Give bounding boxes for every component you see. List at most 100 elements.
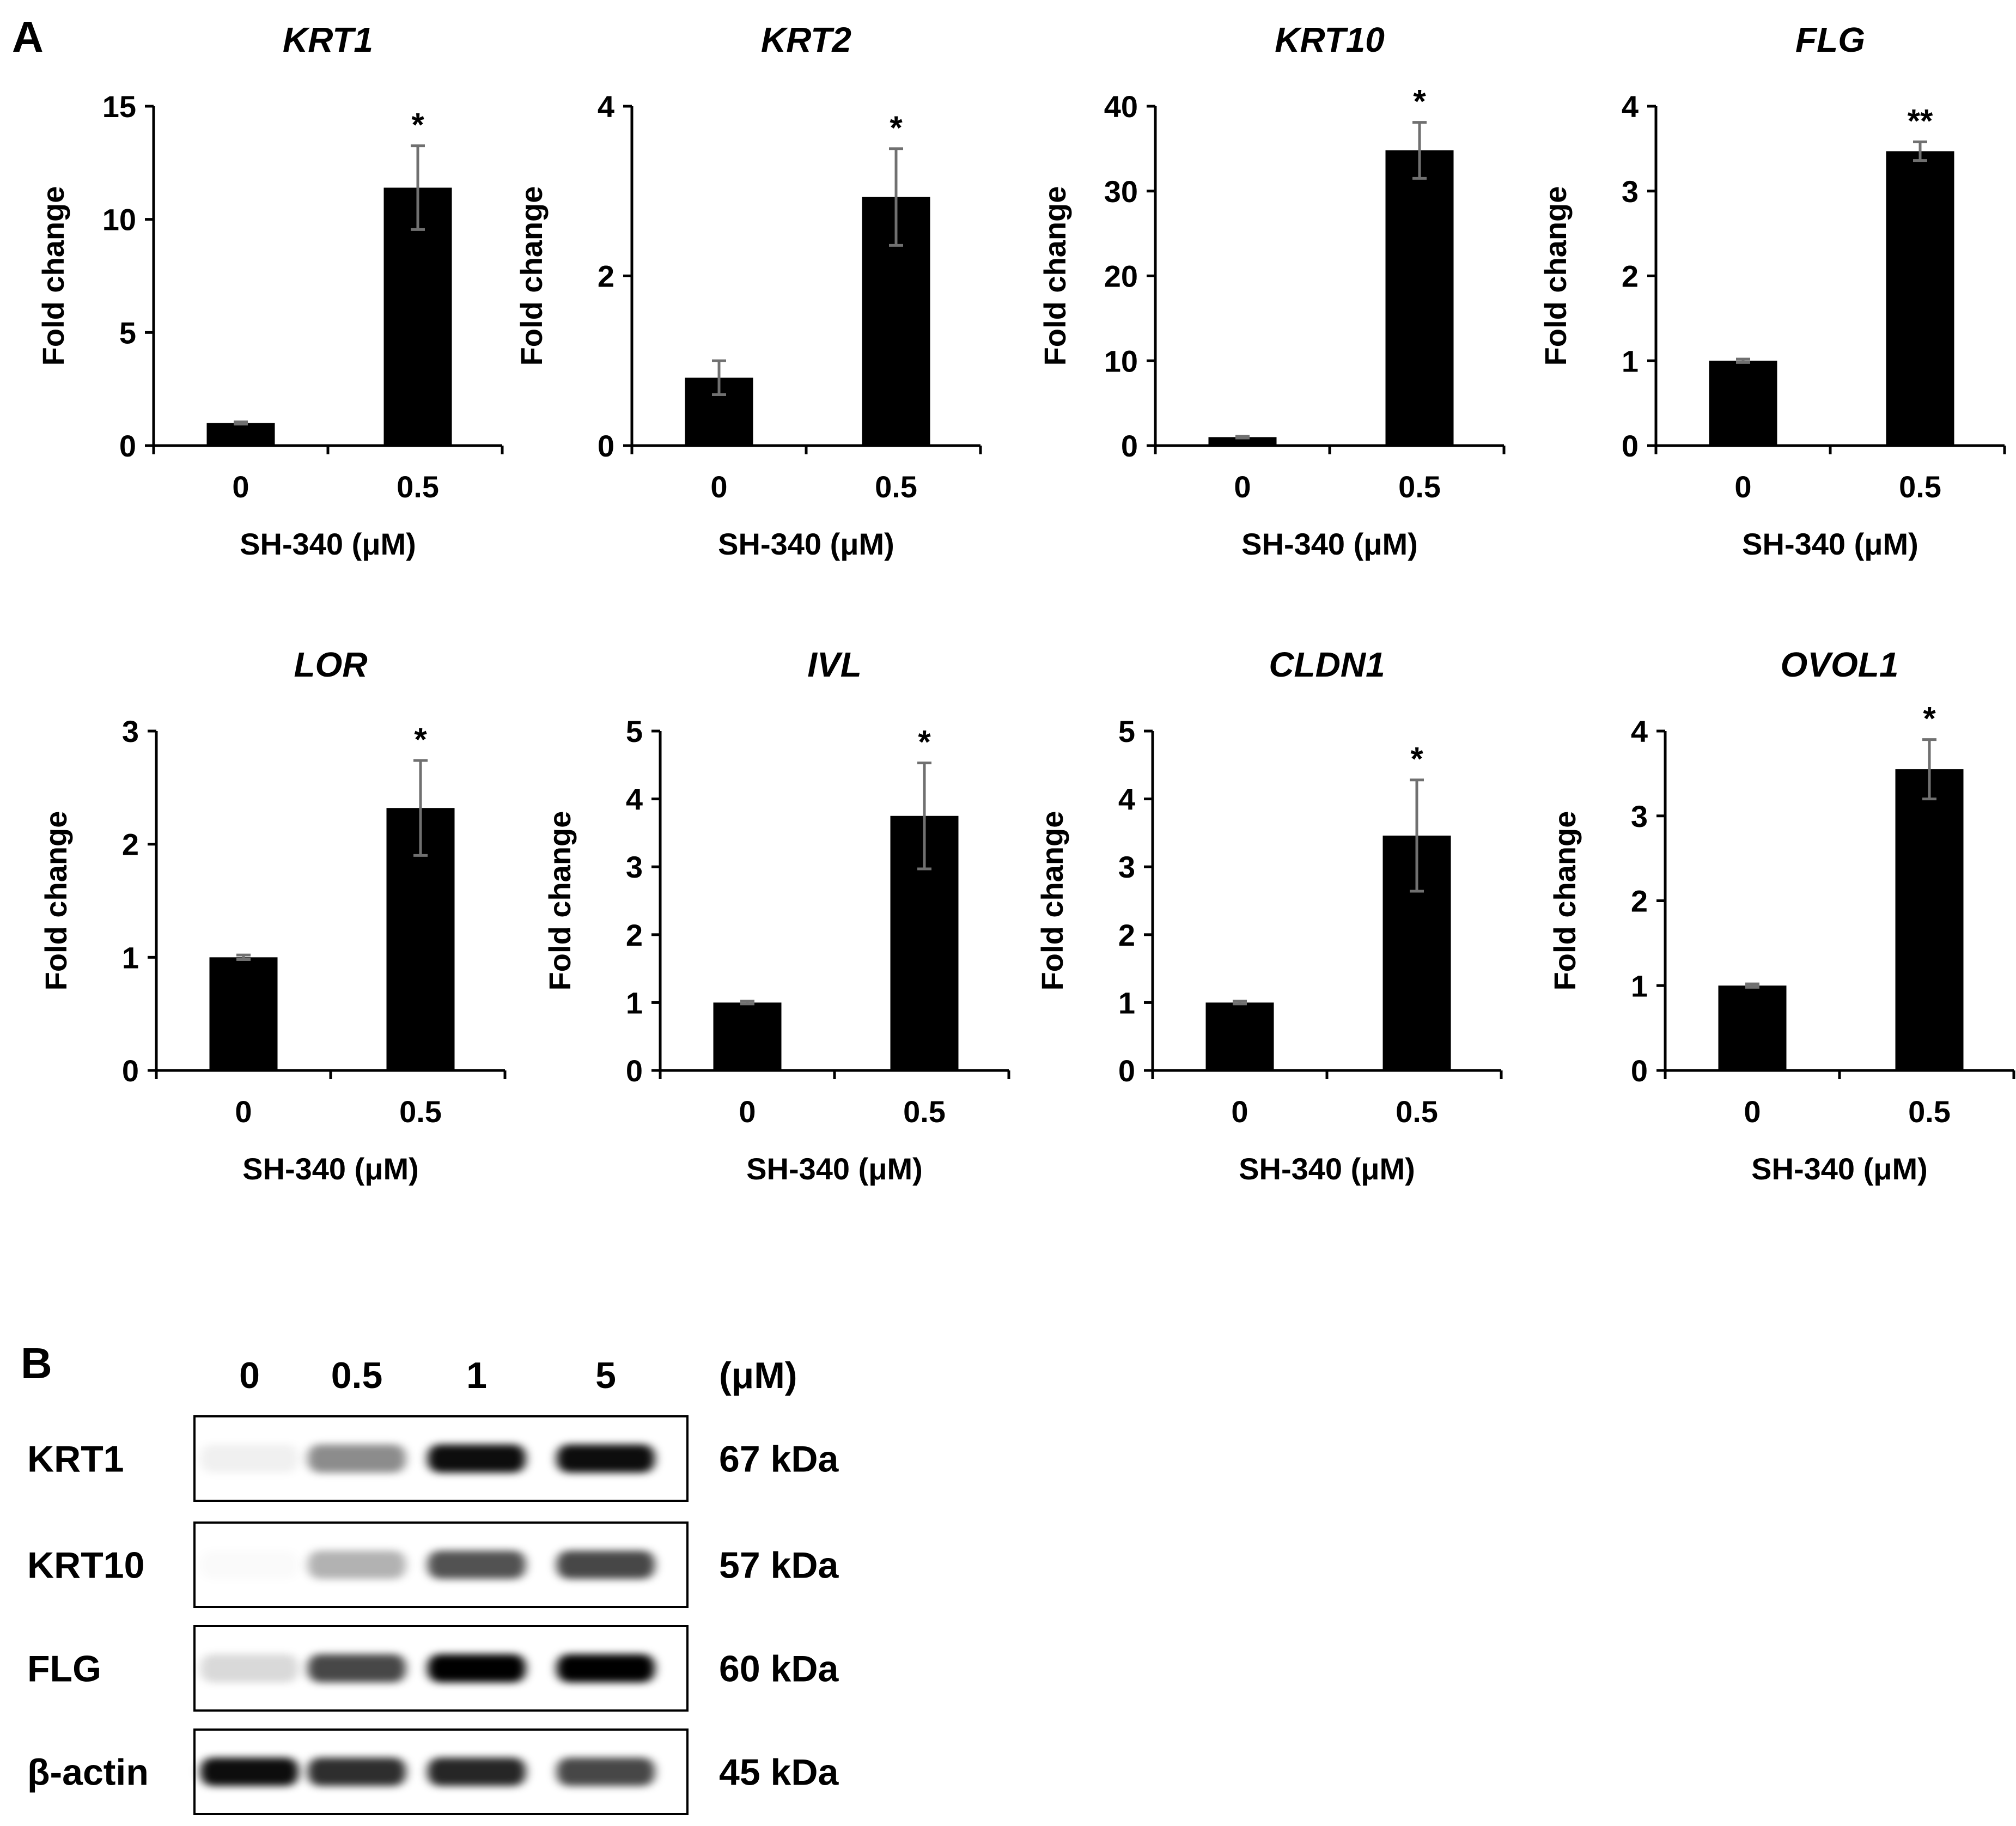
protein-band bbox=[308, 1550, 406, 1579]
x-tick-label: 0 bbox=[739, 1094, 756, 1129]
y-tick-label: 4 bbox=[1118, 782, 1135, 817]
x-tick-label: 0 bbox=[1734, 470, 1751, 504]
protein-band bbox=[428, 1757, 526, 1786]
chart-flg: FLG 0 1 2 3 4 0 ** 0.5 SH-340 (μM) Fold change bbox=[1538, 20, 2006, 561]
x-tick-label: 0.5 bbox=[1396, 1094, 1438, 1129]
x-tick-label: 0 bbox=[1744, 1094, 1761, 1129]
significance-marker: * bbox=[1410, 741, 1423, 777]
y-tick-label: 0 bbox=[119, 429, 136, 463]
bar bbox=[1208, 437, 1277, 446]
y-tick-label: 0 bbox=[626, 1054, 643, 1088]
x-tick-label: 0.5 bbox=[399, 1094, 442, 1129]
chart-lor: LOR 0 1 2 3 0 * 0.5 SH-340 (μM) Fold change bbox=[39, 645, 507, 1186]
chart-title: LOR bbox=[294, 645, 367, 684]
y-tick-label: 1 bbox=[122, 940, 139, 975]
bar bbox=[1385, 150, 1454, 446]
bar bbox=[209, 957, 278, 1070]
x-tick-label: 0.5 bbox=[1398, 470, 1441, 504]
protein-band bbox=[557, 1757, 655, 1786]
panel-a-label: A bbox=[12, 13, 44, 61]
y-tick-label: 1 bbox=[626, 985, 643, 1020]
blot-row-krt1: KRT1 67 kDa bbox=[27, 1415, 839, 1502]
bar bbox=[206, 423, 275, 446]
protein-band bbox=[428, 1550, 526, 1579]
lane-label: 1 bbox=[466, 1355, 487, 1396]
lane-label: 5 bbox=[595, 1355, 616, 1396]
x-axis-title: SH-340 (μM) bbox=[242, 1152, 419, 1186]
y-tick-label: 5 bbox=[626, 714, 643, 748]
y-tick-label: 0 bbox=[1631, 1054, 1648, 1088]
protein-band bbox=[428, 1654, 526, 1683]
chart-ivl: IVL 0 1 2 3 4 5 0 * 0.5 SH-340 (μM) Fold change bbox=[543, 645, 1010, 1186]
y-tick-label: 1 bbox=[1118, 985, 1135, 1020]
x-tick-label: 0 bbox=[1231, 1094, 1248, 1129]
panel-b-label: B bbox=[21, 1339, 52, 1387]
x-axis-title: SH-340 (μM) bbox=[718, 527, 894, 561]
x-tick-label: 0 bbox=[232, 470, 249, 504]
protein-band bbox=[308, 1654, 406, 1683]
protein-band bbox=[557, 1550, 655, 1579]
y-tick-label: 0 bbox=[598, 429, 614, 463]
y-tick-label: 2 bbox=[598, 259, 614, 294]
protein-label: β-actin bbox=[27, 1752, 149, 1793]
y-tick-label: 20 bbox=[1104, 259, 1138, 294]
x-axis-title: SH-340 (μM) bbox=[1751, 1152, 1928, 1186]
bar bbox=[1205, 1002, 1274, 1070]
significance-marker: * bbox=[411, 107, 424, 143]
significance-marker: * bbox=[414, 721, 427, 758]
y-tick-label: 10 bbox=[102, 203, 136, 237]
y-tick-label: 4 bbox=[626, 782, 643, 817]
chart-title: IVL bbox=[807, 645, 862, 684]
y-tick-label: 3 bbox=[1622, 174, 1639, 209]
unit-label: (μM) bbox=[719, 1355, 797, 1396]
lane-label: 0.5 bbox=[331, 1355, 383, 1396]
protein-band bbox=[428, 1444, 526, 1473]
x-axis-title: SH-340 (μM) bbox=[1742, 527, 1918, 561]
western-blot: 0 0.5 1 5 (μM) KRT1 67 kDa KRT10 57 kDa FLG 60 kDa… bbox=[27, 1355, 839, 1815]
bar bbox=[1886, 151, 1954, 446]
protein-band bbox=[200, 1444, 299, 1473]
significance-marker: ** bbox=[1908, 102, 1933, 139]
chart-title: KRT10 bbox=[1275, 20, 1385, 59]
y-tick-label: 0 bbox=[1622, 429, 1639, 463]
protein-band bbox=[200, 1551, 299, 1579]
y-tick-label: 30 bbox=[1104, 174, 1138, 209]
protein-band bbox=[557, 1444, 655, 1473]
protein-label: KRT10 bbox=[27, 1545, 144, 1586]
significance-marker: * bbox=[890, 109, 903, 146]
molecular-weight-label: 67 kDa bbox=[719, 1439, 839, 1480]
chart-cldn1: CLDN1 0 1 2 3 4 5 0 * 0.5 SH-340 (μM) Fold change bbox=[1035, 645, 1503, 1186]
y-tick-label: 2 bbox=[1118, 918, 1135, 952]
y-axis-title: Fold change bbox=[1538, 186, 1573, 366]
chart-krt2: KRT2 0 2 4 0 * 0.5 SH-340 (μM) Fold change bbox=[514, 20, 982, 561]
y-tick-label: 15 bbox=[102, 89, 136, 124]
y-tick-label: 1 bbox=[1631, 969, 1648, 1003]
y-axis-title: Fold change bbox=[1038, 186, 1072, 366]
y-tick-label: 2 bbox=[1622, 259, 1639, 294]
y-tick-label: 5 bbox=[119, 315, 136, 350]
blot-row-actin: β-actin 45 kDa bbox=[27, 1728, 839, 1815]
y-tick-label: 0 bbox=[122, 1054, 139, 1088]
bar bbox=[1709, 361, 1777, 446]
chart-title: OVOL1 bbox=[1781, 645, 1899, 684]
significance-marker: * bbox=[918, 724, 931, 760]
blot-row-flg: FLG 60 kDa bbox=[27, 1625, 839, 1712]
y-tick-label: 3 bbox=[122, 714, 139, 748]
x-axis-title: SH-340 (μM) bbox=[1239, 1152, 1415, 1186]
x-tick-label: 0 bbox=[235, 1094, 252, 1129]
y-tick-label: 3 bbox=[626, 850, 643, 884]
chart-title: CLDN1 bbox=[1269, 645, 1385, 684]
lane-label: 0 bbox=[239, 1355, 260, 1396]
y-tick-label: 5 bbox=[1118, 714, 1135, 748]
y-axis-title: Fold change bbox=[39, 811, 73, 991]
y-tick-label: 4 bbox=[598, 89, 614, 124]
molecular-weight-label: 60 kDa bbox=[719, 1648, 839, 1690]
x-tick-label: 0.5 bbox=[875, 470, 917, 504]
protein-band bbox=[200, 1654, 299, 1683]
protein-band bbox=[200, 1757, 299, 1786]
x-tick-label: 0.5 bbox=[1908, 1094, 1951, 1129]
x-tick-label: 0 bbox=[1234, 470, 1251, 504]
significance-marker: * bbox=[1413, 83, 1426, 120]
